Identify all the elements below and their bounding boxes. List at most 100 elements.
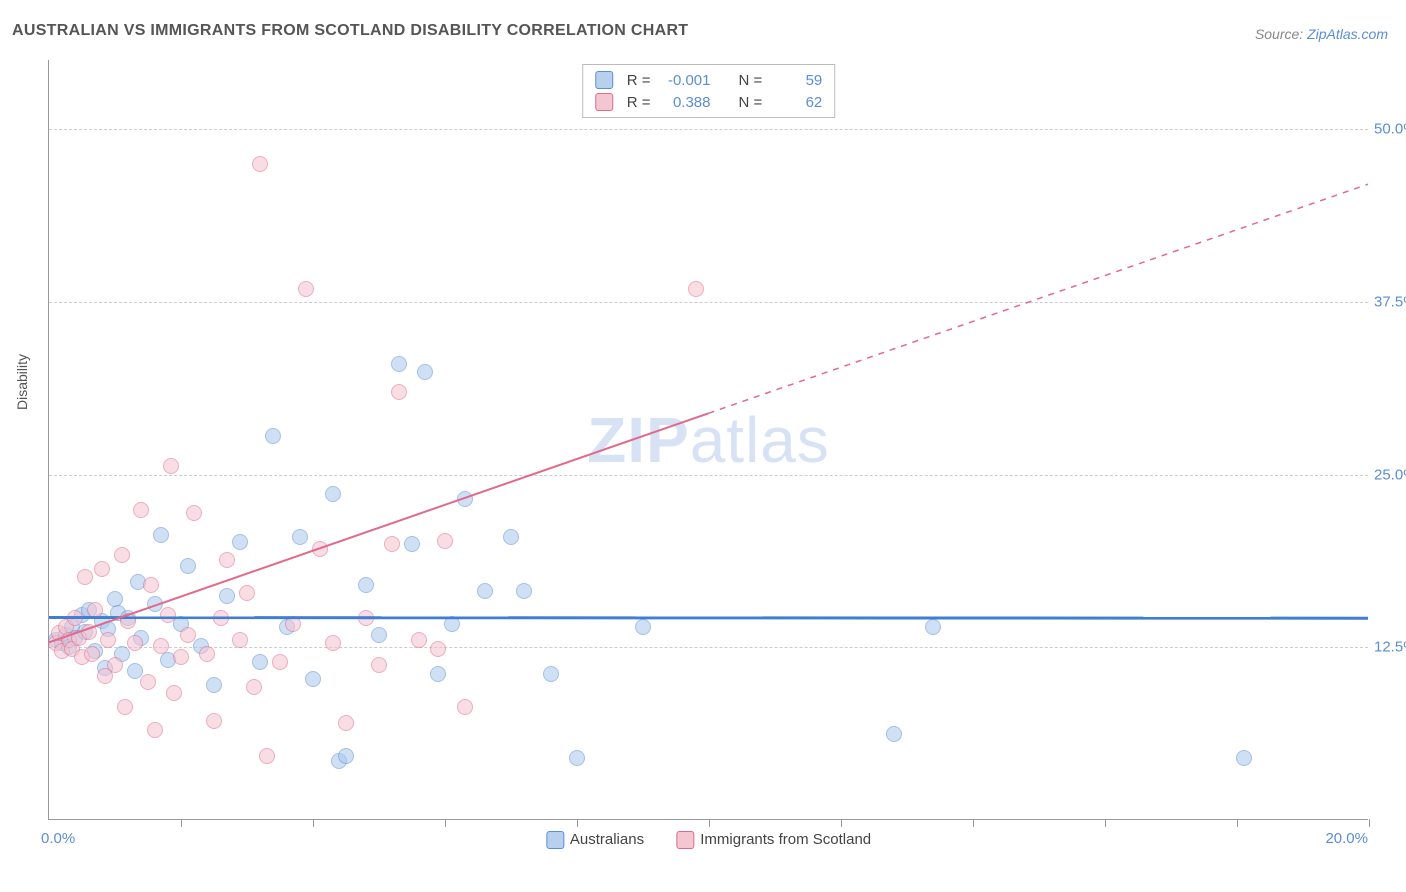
scatter-point bbox=[259, 748, 275, 764]
n-value: 62 bbox=[770, 94, 822, 111]
scatter-point bbox=[219, 588, 235, 604]
scatter-point bbox=[87, 602, 103, 618]
scatter-point bbox=[292, 529, 308, 545]
scatter-point bbox=[163, 458, 179, 474]
scatter-point bbox=[477, 583, 493, 599]
r-value: 0.388 bbox=[659, 94, 711, 111]
scatter-point bbox=[411, 632, 427, 648]
grid-line bbox=[49, 129, 1368, 130]
scatter-point bbox=[160, 607, 176, 623]
grid-line bbox=[49, 475, 1368, 476]
watermark-bold: ZIP bbox=[587, 404, 690, 476]
series-legend-entry: Immigrants from Scotland bbox=[676, 831, 871, 848]
scatter-point bbox=[325, 635, 341, 651]
x-tick bbox=[313, 819, 314, 827]
x-tick bbox=[973, 819, 974, 827]
series-legend-entry: Australians bbox=[546, 831, 648, 848]
scatter-point bbox=[180, 558, 196, 574]
scatter-point bbox=[186, 505, 202, 521]
scatter-point bbox=[371, 657, 387, 673]
source-credit: Source: ZipAtlas.com bbox=[1255, 26, 1388, 42]
scatter-point bbox=[114, 547, 130, 563]
scatter-point bbox=[272, 654, 288, 670]
scatter-point bbox=[635, 619, 651, 635]
scatter-point bbox=[246, 679, 262, 695]
scatter-point bbox=[444, 616, 460, 632]
scatter-point bbox=[213, 610, 229, 626]
scatter-point bbox=[437, 533, 453, 549]
x-tick bbox=[577, 819, 578, 827]
y-tick-label: 37.5% bbox=[1374, 293, 1406, 310]
scatter-point bbox=[117, 699, 133, 715]
scatter-point bbox=[417, 364, 433, 380]
scatter-point bbox=[503, 529, 519, 545]
scatter-point bbox=[543, 666, 559, 682]
x-tick bbox=[445, 819, 446, 827]
scatter-point bbox=[371, 627, 387, 643]
scatter-point bbox=[925, 619, 941, 635]
chart-title: AUSTRALIAN VS IMMIGRANTS FROM SCOTLAND D… bbox=[12, 22, 688, 40]
r-value: -0.001 bbox=[659, 72, 711, 89]
scatter-point bbox=[325, 486, 341, 502]
scatter-point bbox=[81, 624, 97, 640]
scatter-point bbox=[147, 722, 163, 738]
scatter-point bbox=[404, 536, 420, 552]
correlation-legend-row: R = -0.001 N = 59 bbox=[595, 69, 823, 91]
r-label: R = bbox=[627, 72, 651, 89]
scatter-point bbox=[886, 726, 902, 742]
scatter-point bbox=[265, 428, 281, 444]
scatter-point bbox=[219, 552, 235, 568]
x-tick bbox=[1369, 819, 1370, 827]
scatter-point bbox=[457, 699, 473, 715]
n-label: N = bbox=[739, 94, 763, 111]
x-tick bbox=[1105, 819, 1106, 827]
legend-swatch-australians bbox=[595, 71, 613, 89]
grid-line bbox=[49, 647, 1368, 648]
scatter-point bbox=[180, 627, 196, 643]
scatter-point bbox=[298, 281, 314, 297]
scatter-point bbox=[199, 646, 215, 662]
legend-swatch-scotland bbox=[595, 93, 613, 111]
x-axis-max-label: 20.0% bbox=[1325, 830, 1368, 847]
trend-lines-layer bbox=[49, 60, 1368, 819]
scatter-point bbox=[384, 536, 400, 552]
series-legend-label: Immigrants from Scotland bbox=[700, 831, 871, 848]
scatter-point bbox=[312, 541, 328, 557]
source-label: Source: bbox=[1255, 26, 1307, 42]
scatter-point bbox=[84, 646, 100, 662]
scatter-point bbox=[516, 583, 532, 599]
series-legend: Australians Immigrants from Scotland bbox=[532, 831, 885, 849]
x-tick bbox=[1237, 819, 1238, 827]
x-tick bbox=[709, 819, 710, 827]
scatter-point bbox=[173, 649, 189, 665]
source-site: ZipAtlas.com bbox=[1307, 26, 1388, 42]
scatter-point bbox=[1236, 750, 1252, 766]
legend-swatch-scotland bbox=[676, 831, 694, 849]
scatter-point bbox=[252, 156, 268, 172]
scatter-point bbox=[94, 561, 110, 577]
scatter-point bbox=[391, 356, 407, 372]
scatter-point bbox=[391, 384, 407, 400]
watermark: ZIPatlas bbox=[587, 403, 830, 477]
y-tick-label: 50.0% bbox=[1374, 121, 1406, 138]
legend-swatch-australians bbox=[546, 831, 564, 849]
y-axis-label: Disability bbox=[14, 354, 30, 410]
scatter-point bbox=[358, 577, 374, 593]
scatter-point bbox=[358, 610, 374, 626]
scatter-point bbox=[77, 569, 93, 585]
scatter-point bbox=[338, 715, 354, 731]
scatter-point bbox=[166, 685, 182, 701]
scatter-point bbox=[252, 654, 268, 670]
scatter-point bbox=[430, 666, 446, 682]
scatter-point bbox=[569, 750, 585, 766]
scatter-point bbox=[688, 281, 704, 297]
scatter-point bbox=[232, 534, 248, 550]
scatter-point bbox=[430, 641, 446, 657]
series-legend-label: Australians bbox=[570, 831, 644, 848]
scatter-point bbox=[457, 491, 473, 507]
watermark-light: atlas bbox=[690, 404, 830, 476]
scatter-point bbox=[67, 610, 83, 626]
scatter-point bbox=[206, 713, 222, 729]
scatter-point bbox=[206, 677, 222, 693]
n-label: N = bbox=[739, 72, 763, 89]
